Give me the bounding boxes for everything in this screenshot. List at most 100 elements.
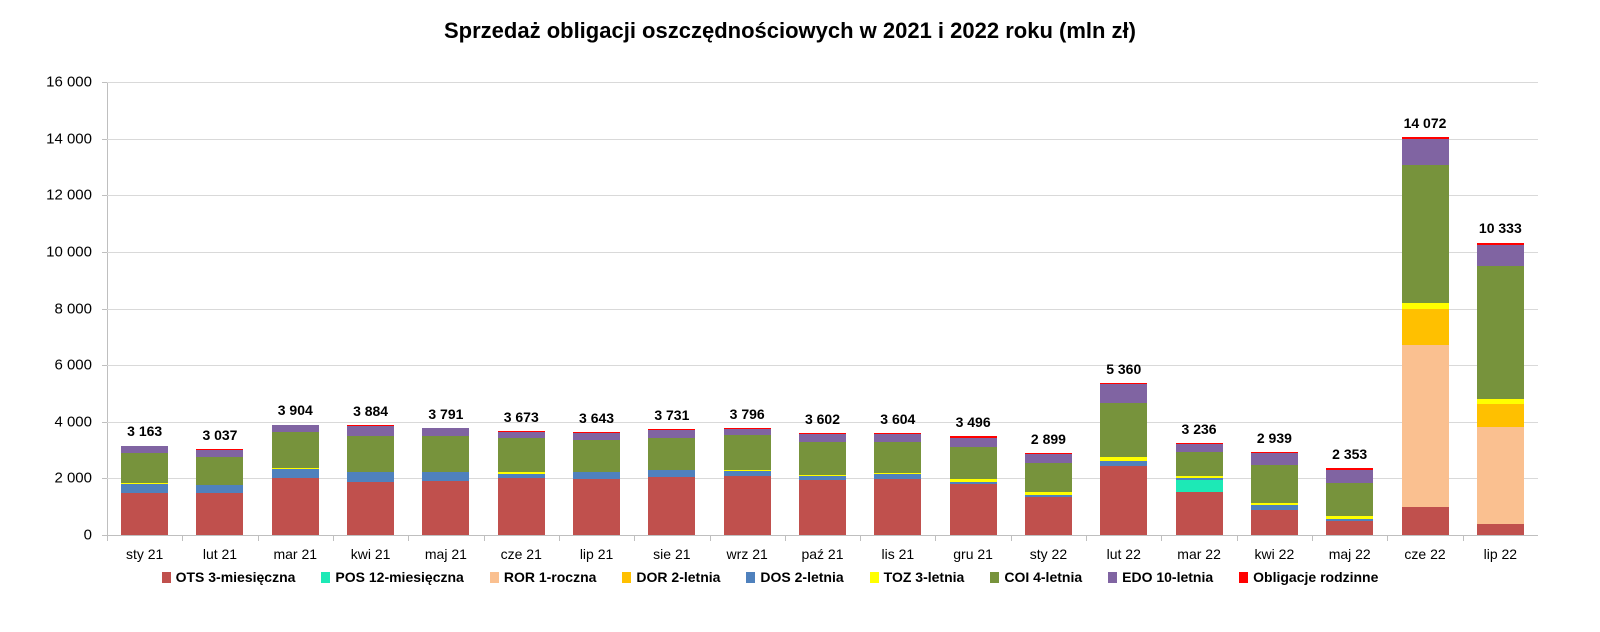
bar-segment <box>1024 452 1072 455</box>
bar-segment <box>422 428 470 436</box>
x-tick-label: lip 22 <box>1483 546 1518 562</box>
bar-segment <box>497 431 545 432</box>
bar-segment <box>1100 383 1148 385</box>
gridline <box>107 138 1538 140</box>
bar-segment <box>1175 478 1223 481</box>
legend-item: DOS 2-letnia <box>746 569 844 585</box>
total-label: 2 353 <box>1332 446 1368 463</box>
bar-segment <box>1250 505 1298 510</box>
total-label: 3 604 <box>880 410 916 427</box>
bar-segment <box>723 476 771 535</box>
bar-segment <box>1100 460 1148 466</box>
total-label: 3 673 <box>503 409 539 425</box>
bar-segment <box>874 433 922 443</box>
bar-segment <box>1100 457 1148 461</box>
x-tick-label: lut 22 <box>1106 546 1141 562</box>
legend-swatch-icon <box>1239 571 1249 583</box>
bar-segment <box>121 482 169 485</box>
stacked-bar <box>573 431 621 535</box>
bar-segment <box>573 431 621 433</box>
y-tick-mark <box>102 365 107 367</box>
y-tick-label: 2 000 <box>54 469 92 487</box>
bar-segment <box>121 445 169 447</box>
bar-segment <box>271 467 319 470</box>
bar-segment <box>648 437 696 471</box>
bar-segment <box>1024 497 1072 535</box>
bar-segment <box>497 437 545 473</box>
x-tick-label: paź 21 <box>801 546 844 562</box>
bar-segment <box>648 430 696 438</box>
bar-segment <box>1401 506 1449 535</box>
bar-segment <box>1326 520 1374 535</box>
x-tick-mark <box>107 535 108 541</box>
bar-segment <box>422 480 470 535</box>
stacked-bar <box>1024 452 1072 535</box>
y-tick-mark <box>102 535 107 536</box>
gridline <box>107 421 1538 423</box>
legend-swatch-icon <box>990 571 1000 583</box>
bar-segment <box>1326 518 1374 521</box>
stacked-bar <box>799 433 846 535</box>
bar-segment <box>497 431 545 438</box>
bar-segment <box>1175 444 1223 453</box>
total-label: 3 904 <box>277 402 313 419</box>
bar-segment <box>1476 426 1524 524</box>
bar-segment <box>271 469 319 479</box>
bar-segment <box>874 474 922 480</box>
bar-segment <box>422 427 470 429</box>
bar-segment <box>347 481 395 535</box>
x-tick-mark <box>634 535 636 541</box>
stacked-bar <box>1326 468 1374 535</box>
legend-swatch-icon <box>1108 571 1118 583</box>
stacked-bar <box>723 427 771 535</box>
stacked-bar <box>271 424 319 535</box>
y-tick-mark <box>102 82 107 83</box>
legend-label: COI 4-letnia <box>1004 569 1083 585</box>
stacked-bar <box>648 429 696 535</box>
y-tick-mark <box>102 421 107 423</box>
bar-segment <box>1175 475 1223 479</box>
bar-segment <box>1476 523 1524 535</box>
bar-segment <box>347 425 395 426</box>
legend-label: DOR 2-letnia <box>636 569 721 585</box>
gridline <box>107 308 1538 310</box>
bar-segment <box>121 493 169 535</box>
bar-segment <box>648 470 696 477</box>
y-tick-mark <box>102 138 107 140</box>
x-tick-label: sty 22 <box>1029 546 1068 562</box>
y-tick-mark <box>102 478 107 480</box>
x-tick-label: sie 21 <box>653 546 691 562</box>
total-label: 3 236 <box>1181 421 1217 438</box>
stacked-bar <box>121 445 169 535</box>
bar-segment <box>196 449 244 450</box>
x-tick-mark <box>483 535 485 541</box>
stacked-bar <box>347 425 395 535</box>
stacked-bar <box>874 433 922 535</box>
legend-label: ROR 1-roczna <box>503 569 597 585</box>
bar-segment <box>196 456 244 485</box>
x-tick-label: mar 21 <box>273 546 318 562</box>
y-tick-label: 12 000 <box>46 186 92 204</box>
total-label: 3 791 <box>428 405 464 422</box>
bar-segment <box>497 478 545 535</box>
x-axis-line <box>107 535 1538 536</box>
legend-label: EDO 10-letnia <box>1122 569 1214 585</box>
bar-segment <box>874 433 922 434</box>
total-label: 14 072 <box>1403 114 1447 131</box>
bar-segment <box>347 471 395 473</box>
x-tick-label: mar 22 <box>1177 546 1221 562</box>
bar-segment <box>347 425 395 437</box>
x-tick-mark <box>408 535 410 541</box>
plot-area: 3 163 3 037 3 904 3 884 3 791 3 673 3 643 3 731… <box>107 82 1538 535</box>
bar-segment <box>1024 463 1072 492</box>
bar-segment <box>196 484 244 494</box>
x-tick-mark <box>1086 535 1088 541</box>
bar-segment <box>1476 265 1524 400</box>
x-tick-mark <box>1387 535 1389 541</box>
total-label: 3 602 <box>804 411 841 428</box>
bar-segment <box>874 473 922 475</box>
legend-swatch-icon <box>746 571 756 583</box>
x-tick-label: kwi 21 <box>350 546 391 562</box>
bar-segment <box>1175 492 1223 535</box>
bar-segment <box>1326 469 1374 483</box>
